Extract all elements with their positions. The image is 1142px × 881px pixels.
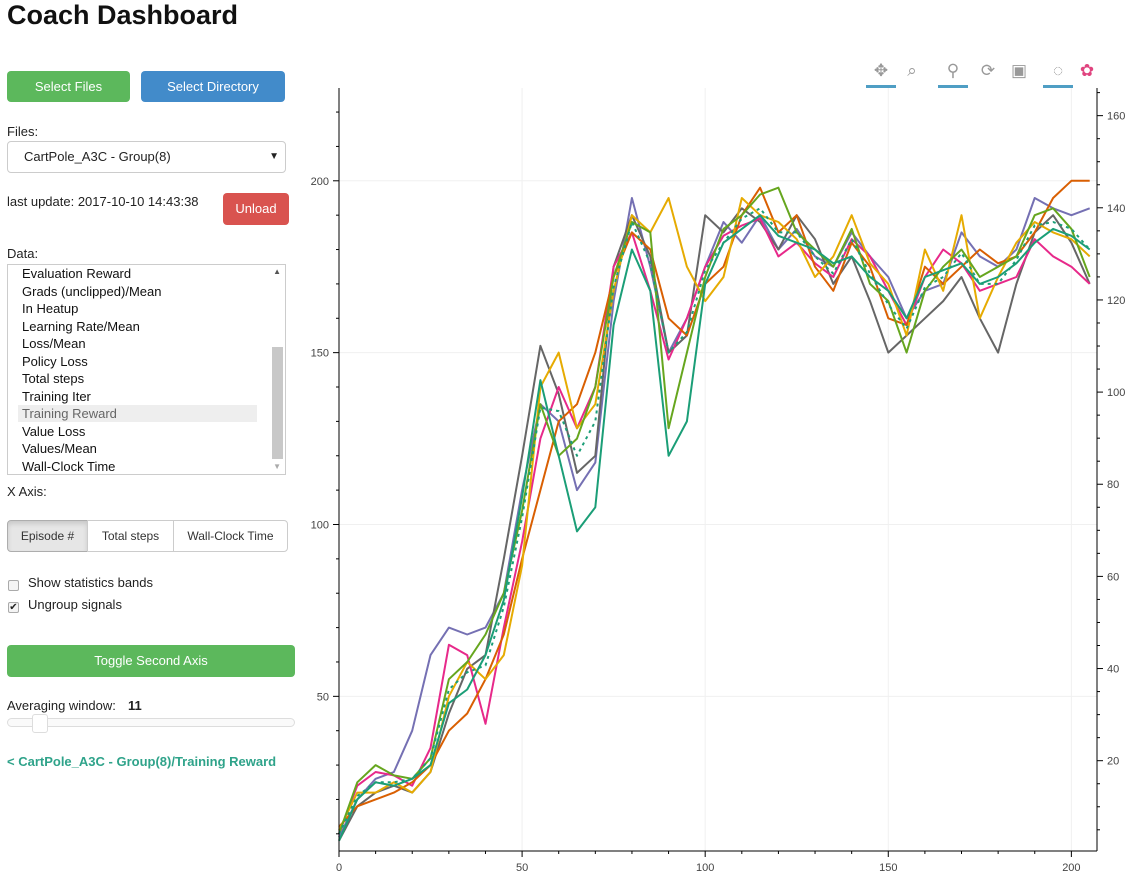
y2-tick-label: 120 (1107, 295, 1125, 307)
x-tick-label: 200 (1062, 862, 1080, 874)
data-list-item[interactable]: Loss/Mean (22, 336, 86, 351)
y2-tick-label: 140 (1107, 203, 1125, 215)
y2-tick-label: 80 (1107, 479, 1119, 491)
select-directory-button[interactable]: Select Directory (141, 71, 285, 102)
show-statistics-bands-label: Show statistics bands (28, 575, 154, 590)
data-list-item[interactable]: Value Loss (22, 423, 86, 439)
slider-handle[interactable] (32, 714, 48, 733)
listbox-scrollbar[interactable] (272, 347, 283, 459)
y2-tick-label: 20 (1107, 756, 1119, 768)
data-list-item[interactable]: Evaluation Reward (22, 266, 132, 281)
ungroup-signals-label: Ungroup signals (28, 597, 122, 612)
dropdown-arrow-icon: ▼ (269, 151, 279, 162)
averaging-window-label: Averaging window: (7, 698, 116, 713)
data-list-item[interactable]: Learning Rate/Mean (22, 318, 140, 334)
y-tick-label: 200 (311, 176, 329, 188)
y2-tick-label: 40 (1107, 664, 1119, 676)
data-label: Data: (7, 246, 39, 261)
toggle-second-axis-button[interactable]: Toggle Second Axis (7, 645, 295, 677)
x-tick-label: 100 (696, 862, 714, 874)
series-line-5 (338, 197, 1091, 831)
series-line-2 (338, 207, 1091, 842)
pan-icon[interactable]: ✥ (866, 60, 896, 88)
scroll-down-icon[interactable]: ▼ (273, 462, 281, 471)
data-list-item[interactable]: Policy Loss (22, 353, 88, 369)
mean-series-line (338, 207, 1091, 835)
data-list-item[interactable]: In Heatup (22, 301, 79, 316)
data-list-item[interactable]: Values/Mean (22, 441, 97, 456)
data-list-item[interactable]: Grads (unclipped)/Mean (22, 283, 162, 299)
series-line-4 (338, 179, 1090, 828)
series-line-6 (338, 186, 1091, 835)
scroll-up-icon[interactable]: ▲ (273, 267, 281, 276)
y2-tick-label: 60 (1107, 571, 1119, 583)
ungroup-signals-checkbox[interactable]: ✔ (8, 602, 19, 613)
y2-tick-label: 160 (1107, 111, 1125, 123)
crosshair-icon[interactable]: ◌ (1043, 60, 1073, 88)
wheel-zoom-icon[interactable]: ⚲ (938, 60, 968, 88)
data-listbox[interactable]: ▲ ▼ Evaluation Reward Grads (unclipped)/M… (7, 264, 286, 475)
show-statistics-bands-checkbox[interactable] (8, 580, 19, 591)
data-list-item[interactable]: Total steps (22, 371, 85, 386)
select-files-button[interactable]: Select Files (7, 71, 130, 102)
y2-tick-label: 100 (1107, 387, 1125, 399)
averaging-window-value: 11 (128, 698, 142, 713)
box-zoom-icon[interactable]: ⌕ (907, 61, 917, 80)
last-update-text: last update: 2017-10-10 14:43:38 (7, 194, 199, 209)
bokeh-logo-icon[interactable]: ✿ (1079, 61, 1095, 80)
files-label: Files: (7, 124, 39, 139)
reset-icon[interactable]: ⟳ (980, 61, 996, 80)
y-tick-label: 50 (317, 691, 329, 703)
y-tick-label: 150 (311, 348, 329, 360)
x-axis-option-episode[interactable]: Episode # (7, 520, 88, 552)
averaging-window-slider[interactable] (7, 714, 295, 733)
data-list-item[interactable]: Wall-Clock Time (22, 458, 116, 474)
x-axis-label: X Axis: (7, 484, 47, 499)
x-axis-option-wall-clock-time[interactable]: Wall-Clock Time (173, 520, 288, 552)
data-list-item[interactable]: Training Iter (22, 388, 91, 404)
x-axis-option-total-steps[interactable]: Total steps (87, 520, 174, 552)
x-tick-label: 150 (879, 862, 897, 874)
series-line-3 (338, 217, 1091, 835)
files-select[interactable]: CartPole_A3C - Group(8) ▼ (7, 141, 286, 173)
unload-button[interactable]: Unload (223, 193, 289, 225)
y-tick-label: 100 (311, 519, 329, 531)
page-title: Coach Dashboard (7, 0, 239, 30)
series-line-1 (338, 197, 1091, 838)
signal-link[interactable]: < CartPole_A3C - Group(8)/Training Rewar… (7, 754, 277, 769)
data-list-item[interactable]: Training Reward (18, 405, 257, 422)
files-selected-value: CartPole_A3C - Group(8) (24, 149, 171, 164)
x-tick-label: 0 (336, 862, 342, 874)
x-tick-label: 50 (516, 862, 528, 874)
save-icon[interactable]: ▣ (1010, 61, 1028, 80)
series-line-7 (338, 214, 1091, 842)
